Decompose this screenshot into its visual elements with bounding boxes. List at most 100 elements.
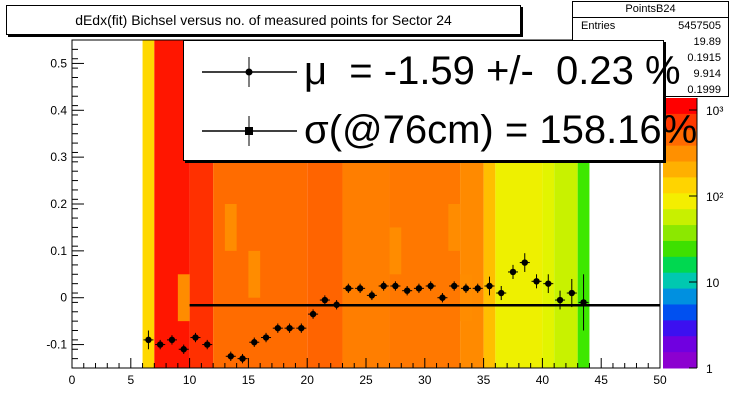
legend-mu-text: μ = -1.59 +/- 0.23 %	[304, 49, 681, 93]
data-point	[168, 336, 176, 344]
data-point	[227, 353, 234, 360]
legend-entry-mu: μ = -1.59 +/- 0.23 %	[184, 43, 681, 101]
colorbar-label: 10²	[706, 190, 723, 204]
heatmap-cell	[389, 227, 402, 275]
x-tick-label: 25	[359, 373, 373, 387]
x-tick-label: 40	[536, 373, 550, 387]
colorbar-label: 10	[706, 276, 720, 290]
colorbar-segment	[663, 336, 697, 353]
colorbar-segment	[663, 256, 697, 274]
axes: 0 5 10 15 20 25 30 35 40 45 50 -0.1 0 0.1 0.2 0.3 0.4 0.5	[46, 39, 667, 387]
colorbar-segment	[663, 129, 697, 147]
data-point	[403, 287, 411, 294]
stats-row-entries: Entries 5457505	[573, 18, 728, 34]
colorbar: 1 10 10² 10³	[663, 98, 723, 376]
stats-value: 5457505	[678, 20, 721, 32]
data-point	[462, 285, 470, 292]
data-point	[568, 289, 575, 297]
colorbar-segment	[663, 272, 697, 290]
legend-marker-square	[202, 116, 297, 146]
data-point	[145, 336, 152, 344]
data-point	[333, 301, 340, 308]
stats-row-mean: 19.89	[573, 34, 728, 50]
data-point	[321, 296, 329, 304]
stats-row-rms: 9.914	[573, 66, 728, 82]
data-point	[368, 292, 376, 299]
y-tick-label: 0.3	[50, 150, 67, 164]
stats-value: 19.89	[693, 36, 721, 48]
colorbar-segment	[663, 193, 697, 210]
heatmap-cell	[224, 204, 237, 251]
stats-value: 0.1915	[687, 52, 721, 64]
data-point	[474, 285, 481, 292]
y-tick-label: 0.4	[50, 103, 67, 117]
legend-entry-sigma: σ(@76cm) = 158.16%	[184, 102, 697, 160]
y-tick-label: 0.2	[50, 197, 67, 211]
stats-value: 0.1999	[687, 84, 721, 96]
data-point	[192, 334, 199, 341]
data-point	[498, 289, 505, 297]
data-point	[204, 341, 211, 348]
chart-title: dEdx(fit) Bichsel versus no. of measured…	[6, 5, 521, 35]
heatmap-cell	[460, 274, 472, 322]
heatmap-column	[577, 40, 590, 368]
data-point	[262, 334, 270, 341]
colorbar-segment	[663, 240, 697, 258]
data-point	[439, 294, 446, 301]
data-point	[286, 324, 293, 332]
colorbar-segment	[663, 113, 697, 131]
chart-title-text: dEdx(fit) Bichsel versus no. of measured…	[75, 12, 452, 28]
heatmap-column	[542, 40, 555, 368]
heatmap-cell	[248, 250, 261, 298]
x-tick-label: 45	[595, 373, 609, 387]
stats-row-rms-y: 0.1999	[573, 82, 728, 98]
legend-marker-circle	[202, 57, 297, 87]
data-point	[509, 268, 517, 276]
heatmap-cell	[177, 274, 190, 322]
stats-name: PointsB24	[573, 2, 728, 18]
data-point	[251, 339, 258, 346]
x-tick-label: 50	[653, 373, 667, 387]
stats-value: 9.914	[693, 68, 721, 80]
colorbar-segment	[663, 288, 697, 305]
data-point	[415, 285, 423, 292]
colorbar-segment	[663, 225, 697, 242]
y-tick-label: 0	[60, 291, 67, 305]
legend: μ = -1.59 +/- 0.23 % σ(@76cm) = 158.16%	[183, 40, 697, 161]
x-tick-label: 15	[242, 373, 256, 387]
data-point	[545, 280, 552, 287]
data-point	[533, 278, 540, 285]
x-tick-label: 35	[477, 373, 491, 387]
y-tick-label: 0.1	[50, 244, 67, 258]
colorbar-segment	[663, 177, 697, 194]
heatmap-cell	[448, 204, 461, 251]
data-point	[427, 282, 434, 290]
data-point	[356, 285, 364, 292]
data-point	[309, 310, 317, 318]
heatmap-column	[142, 40, 155, 368]
data-point	[580, 299, 587, 306]
data-point	[380, 282, 387, 290]
colorbar-segment	[663, 161, 697, 178]
data-point	[345, 285, 352, 292]
y-tick-label: -0.1	[46, 338, 67, 352]
colorbar-label: 10³	[706, 104, 723, 118]
colorbar-segment	[663, 304, 697, 321]
legend-sigma-text: σ(@76cm) = 158.16%	[304, 108, 698, 152]
x-tick-label: 0	[69, 373, 76, 387]
stats-label: Entries	[581, 20, 616, 32]
data-point	[298, 324, 305, 332]
x-tick-label: 20	[301, 373, 315, 387]
colorbar-segment	[663, 352, 697, 369]
data-point	[274, 324, 281, 332]
stats-row-mean-y: 0.1915	[573, 50, 728, 66]
data-point	[556, 296, 564, 304]
colorbar-segment	[663, 209, 697, 226]
x-tick-label: 30	[418, 373, 432, 387]
data-point	[239, 355, 246, 362]
x-tick-label: 10	[183, 373, 197, 387]
data-point	[392, 282, 399, 290]
x-tick-label: 5	[127, 373, 134, 387]
data-point	[180, 346, 187, 353]
y-tick-label: 0.5	[50, 56, 67, 70]
